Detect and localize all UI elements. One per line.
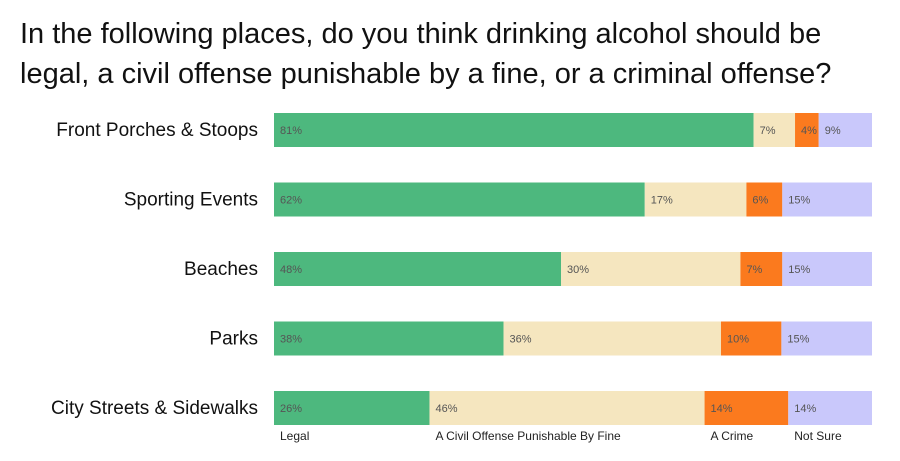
value-label-sporting-events-legal: 62% <box>280 195 302 207</box>
value-label-parks-legal: 38% <box>280 334 302 346</box>
bar-city-streets-and-sidewalks-a-crime <box>704 391 789 425</box>
value-label-sporting-events-a-crime: 6% <box>752 195 768 207</box>
bar-city-streets-and-sidewalks-not-sure <box>788 391 872 425</box>
value-label-beaches-a-civil-offense-punishable-by-fine: 30% <box>567 264 589 276</box>
bar-sporting-events-not-sure <box>782 182 872 217</box>
value-label-front-porches-and-stoops-legal: 81% <box>280 125 302 137</box>
bar-sporting-events-a-civil-offense-punishable-by-fine <box>644 182 747 217</box>
value-label-city-streets-and-sidewalks-a-civil-offense-punishable-by-fine: 46% <box>435 403 457 415</box>
bar-city-streets-and-sidewalks-a-civil-offense-punishable-by-fine <box>429 391 705 425</box>
value-label-beaches-not-sure: 15% <box>788 264 810 276</box>
value-label-parks-a-crime: 10% <box>727 334 749 346</box>
value-label-parks-not-sure: 15% <box>787 334 809 346</box>
bar-city-streets-and-sidewalks-legal <box>274 391 430 425</box>
bar-front-porches-and-stoops-not-sure <box>818 113 872 147</box>
value-label-sporting-events-not-sure: 15% <box>788 195 810 207</box>
bar-front-porches-and-stoops-a-civil-offense-punishable-by-fine <box>753 113 796 147</box>
bar-parks-a-civil-offense-punishable-by-fine <box>503 321 721 356</box>
value-label-parks-a-civil-offense-punishable-by-fine: 36% <box>510 334 532 346</box>
bar-parks-a-crime <box>720 321 782 356</box>
bar-beaches-a-civil-offense-punishable-by-fine <box>561 252 741 286</box>
value-label-front-porches-and-stoops-a-crime: 4% <box>801 125 817 137</box>
value-label-beaches-a-crime: 7% <box>746 264 762 276</box>
category-label-parks: Parks <box>209 329 258 350</box>
bar-parks-legal <box>274 321 504 356</box>
value-label-front-porches-and-stoops-a-civil-offense-punishable-by-fine: 7% <box>760 125 776 137</box>
legend-not-sure: Not Sure <box>794 429 842 443</box>
bar-sporting-events-a-crime <box>746 182 783 217</box>
bar-parks-not-sure <box>781 321 872 356</box>
bar-sporting-events-legal <box>274 182 645 217</box>
value-label-front-porches-and-stoops-not-sure: 9% <box>825 125 841 137</box>
value-label-city-streets-and-sidewalks-a-crime: 14% <box>711 403 733 415</box>
legend-a-civil-offense-punishable-by-fine: A Civil Offense Punishable By Fine <box>435 429 621 443</box>
value-label-city-streets-and-sidewalks-legal: 26% <box>280 403 302 415</box>
bar-beaches-a-crime <box>740 252 783 286</box>
value-label-city-streets-and-sidewalks-not-sure: 14% <box>794 403 816 415</box>
chart-title: In the following places, do you think dr… <box>20 18 832 90</box>
category-label-sporting-events: Sporting Events <box>124 190 258 211</box>
bar-front-porches-and-stoops-legal <box>274 113 754 147</box>
category-label-beaches: Beaches <box>184 259 258 280</box>
bar-front-porches-and-stoops-a-crime <box>795 113 819 147</box>
value-label-sporting-events-a-civil-offense-punishable-by-fine: 17% <box>651 195 673 207</box>
value-label-beaches-legal: 48% <box>280 264 302 276</box>
bar-beaches-legal <box>274 252 562 286</box>
legend-a-crime: A Crime <box>711 429 754 443</box>
bar-beaches-not-sure <box>782 252 872 286</box>
legend-legal: Legal <box>280 429 309 443</box>
category-label-front-porches-and-stoops: Front Porches & Stoops <box>56 120 258 141</box>
category-label-city-streets-and-sidewalks: City Streets & Sidewalks <box>51 398 258 419</box>
